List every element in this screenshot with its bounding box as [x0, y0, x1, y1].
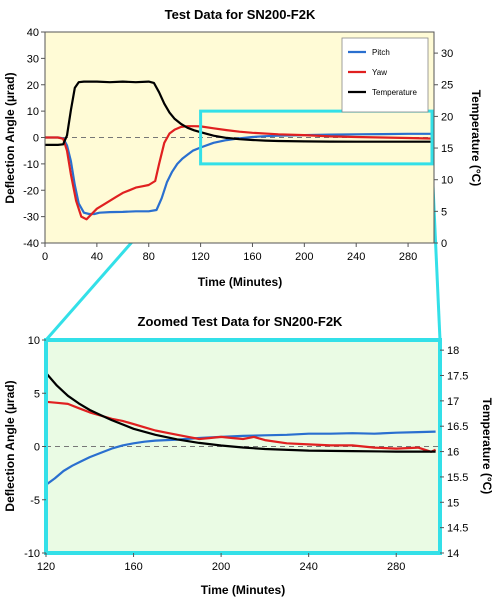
x-tick-label: 200 [295, 251, 313, 263]
y2-tick-label: 16 [447, 447, 459, 459]
x-tick-label: 280 [387, 561, 405, 573]
y2-tick-label: 30 [441, 48, 453, 60]
chart-title-main: Test Data for SN200-F2K [165, 7, 316, 22]
x-tick-label: 120 [191, 251, 209, 263]
y-tick-label: 0 [33, 133, 39, 145]
chart-title-zoomed: Zoomed Test Data for SN200-F2K [138, 314, 344, 329]
y2-axis-label-zoomed: Temperature (°C) [480, 398, 494, 495]
y2-tick-label: 5 [441, 206, 447, 218]
y2-tick-label: 15 [447, 497, 459, 509]
x-tick-label: 160 [243, 251, 261, 263]
x-tick-label: 0 [42, 251, 48, 263]
y2-tick-label: 0 [441, 238, 447, 250]
zoom-region-box [199, 109, 434, 166]
y-tick-label: 10 [27, 106, 39, 118]
x-tick-label: 200 [212, 561, 230, 573]
series-line-temperature-main [45, 80, 434, 146]
y-tick-label: -30 [23, 212, 39, 224]
y2-tick-label: 20 [441, 111, 453, 123]
y-tick-label: 0 [34, 442, 40, 454]
series-line-yaw-main [45, 125, 435, 221]
y2-tick-label: 15 [441, 143, 453, 155]
legend: Pitch Yaw Temperature [341, 37, 429, 113]
y2-tick-label: 15.5 [447, 472, 468, 484]
series-group-main [45, 80, 435, 221]
legend-label-yaw: Yaw [372, 68, 387, 77]
axis-ticks-main: 0 40 80 120 160 200 240 280-40-30-20-1001020304… [23, 27, 453, 263]
chart-main: 0 40 80 120 160 200 240 280-40-30-20-1001020304… [3, 7, 483, 289]
series-group-zoomed [45, 372, 437, 486]
y2-tick-label: 17.5 [447, 371, 468, 383]
y2-tick-label: 17 [447, 396, 459, 408]
y-axis-label-zoomed: Deflection Angle (µrad) [3, 380, 17, 511]
y-tick-label: -40 [23, 238, 39, 250]
y2-tick-label: 14 [447, 548, 459, 560]
y-tick-label: -10 [23, 159, 39, 171]
legend-label-pitch: Pitch [372, 48, 390, 57]
x-tick-label: 240 [299, 561, 317, 573]
x-tick-label: 160 [124, 561, 142, 573]
y2-tick-label: 10 [441, 175, 453, 187]
x-tick-label: 40 [91, 251, 103, 263]
series-line-temperature-zoomed [45, 372, 436, 453]
y2-tick-label: 25 [441, 80, 453, 92]
y2-axis-label-main: Temperature (°C) [469, 90, 483, 187]
x-tick-label: 120 [37, 561, 55, 573]
y-tick-label: 5 [34, 388, 40, 400]
y-axis-label-main: Deflection Angle (µrad) [3, 72, 17, 203]
series-line-pitch-main [45, 132, 434, 216]
y-tick-label: 20 [27, 80, 39, 92]
y-tick-label: -5 [30, 495, 40, 507]
y2-tick-label: 18 [447, 345, 459, 357]
y-tick-label: -20 [23, 185, 39, 197]
y-tick-label: -10 [24, 548, 40, 560]
x-axis-label-zoomed: Time (Minutes) [201, 583, 285, 597]
legend-box [341, 37, 429, 113]
x-tick-label: 280 [399, 251, 417, 263]
chart-zoomed: 120 160 200 240 280 -10 -5 0 5 10 14 14.5 15 15.5 16 16… [3, 314, 494, 597]
y2-tick-label: 16.5 [447, 421, 468, 433]
y-tick-label: 10 [28, 335, 40, 347]
y-tick-label: 40 [27, 27, 39, 39]
y2-tick-label: 14.5 [447, 523, 468, 535]
x-tick-label: 240 [347, 251, 365, 263]
y-tick-label: 30 [27, 53, 39, 65]
legend-label-temperature: Temperature [372, 88, 417, 97]
series-line-pitch-zoomed [45, 430, 436, 486]
x-tick-label: 80 [143, 251, 155, 263]
x-axis-label-main: Time (Minutes) [198, 275, 282, 289]
axis-ticks-zoomed: 120 160 200 240 280 -10 -5 0 5 10 14 14.5 15 15.5 16 16… [24, 335, 468, 573]
